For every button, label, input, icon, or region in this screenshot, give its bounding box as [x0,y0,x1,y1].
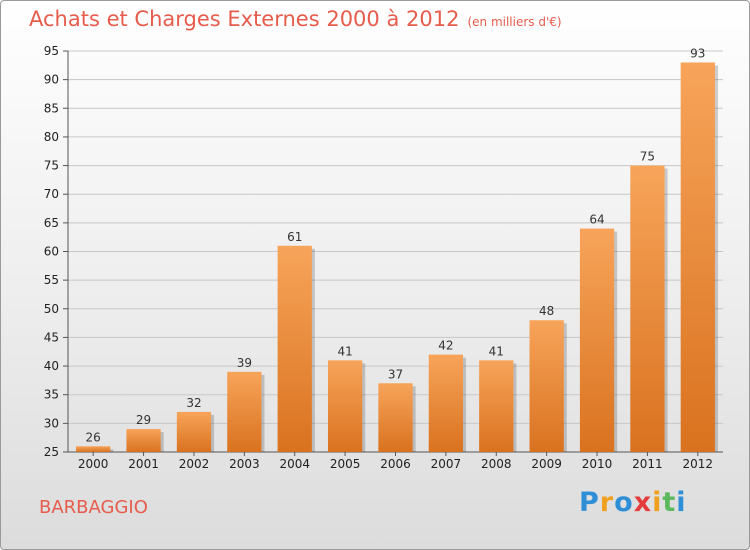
y-tick-label: 30 [44,416,59,430]
bar-value-label: 32 [186,396,201,410]
bar-value-label: 41 [489,344,504,358]
logo-letter: i [652,487,663,518]
bar-value-label: 61 [287,230,302,244]
bar-value-label: 37 [388,367,403,381]
y-tick-label: 35 [44,388,59,402]
x-tick-label: 2004 [279,457,310,471]
bar [327,360,363,452]
logo-letter: P [579,487,600,518]
bar [126,429,161,452]
bar-value-label: 39 [237,356,252,370]
chart-unit: (en milliers d'€) [467,15,562,29]
y-tick-label: 55 [44,273,59,287]
y-tick-label: 80 [44,130,59,144]
y-tick-label: 50 [44,302,59,316]
bar-value-label: 93 [690,46,705,60]
y-tick-label: 95 [44,44,59,58]
bar-value-label: 41 [337,344,352,358]
y-tick-label: 70 [44,187,59,201]
town-name: BARBAGGIO [39,497,148,518]
y-tick-label: 75 [44,159,59,173]
bar [76,446,111,452]
chart-title-text: Achats et Charges Externes 2000 à 2012 [29,7,460,31]
x-tick-label: 2009 [531,457,562,471]
bar [529,320,564,452]
proxiti-logo: Proxiti [579,487,687,518]
logo-letter: i [676,487,687,518]
logo-letter: t [662,487,677,518]
bar [630,165,665,453]
logo-letter: x [633,487,653,518]
bar-value-label: 26 [86,430,101,444]
bar [227,371,262,452]
x-tick-label: 2001 [128,457,159,471]
x-tick-label: 2010 [582,457,613,471]
x-tick-label: 2008 [481,457,512,471]
bar [579,228,615,452]
bar [479,360,514,452]
chart-title: Achats et Charges Externes 2000 à 2012 (e… [29,7,562,31]
x-tick-label: 2002 [179,457,210,471]
x-tick-label: 2006 [380,457,411,471]
logo-letter: o [614,487,634,518]
x-tick-label: 2000 [78,457,109,471]
bar [378,383,413,452]
bar-value-label: 75 [640,150,655,164]
y-tick-label: 40 [44,359,59,373]
x-tick-label: 2003 [229,457,260,471]
bar [680,62,715,452]
bar [428,354,464,452]
y-tick-label: 65 [44,216,59,230]
x-tick-label: 2012 [683,457,714,471]
x-tick-label: 2005 [330,457,361,471]
bar-value-label: 64 [589,213,604,227]
bar [277,245,312,452]
x-tick-label: 2011 [632,457,663,471]
bar [176,411,212,452]
y-tick-label: 85 [44,101,59,115]
y-tick-label: 90 [44,73,59,87]
bar-value-label: 48 [539,304,554,318]
y-tick-label: 45 [44,330,59,344]
bar-value-label: 42 [438,339,453,353]
y-tick-label: 25 [44,445,59,459]
x-tick-label: 2007 [431,457,462,471]
y-tick-label: 60 [44,245,59,259]
logo-letter: r [599,487,615,518]
bar-value-label: 29 [136,413,151,427]
